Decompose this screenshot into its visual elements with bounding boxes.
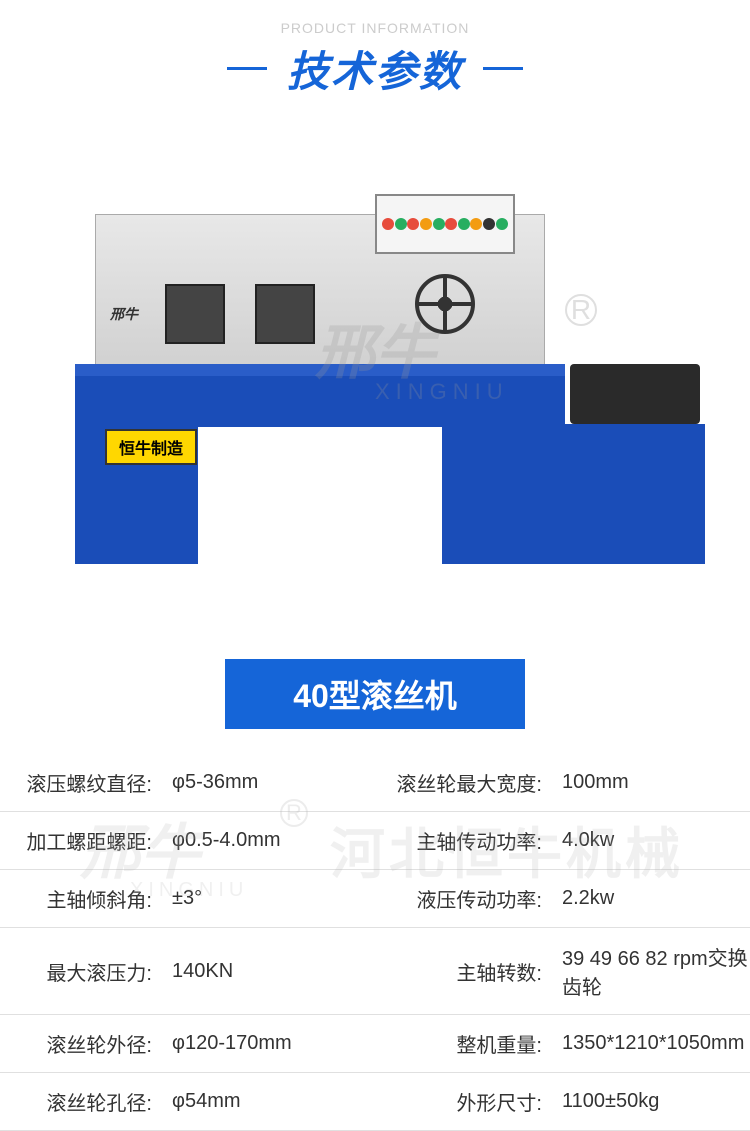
spec-label: 主轴倾斜角: xyxy=(0,884,160,913)
spec-value: ±3° xyxy=(160,884,375,913)
spec-label: 主轴传动功率: xyxy=(375,826,550,855)
spec-row: 加工螺距螺距: φ0.5-4.0mm 主轴传动功率: 4.0kw xyxy=(0,812,750,870)
spec-label: 滚丝轮最大宽度: xyxy=(375,768,550,797)
title-row: 技术参数 xyxy=(0,38,750,99)
spec-row: 最大滚压力: 140KN 主轴转数: 39 49 66 82 rpm交换齿轮 xyxy=(0,928,750,1015)
manufacturer-label: 恒牛制造 xyxy=(105,429,197,465)
page-header: PRODUCT INFORMATION 技术参数 xyxy=(0,0,750,109)
spec-row: 主轴倾斜角: ±3° 液压传动功率: 2.2kw xyxy=(0,870,750,928)
spec-label: 最大滚压力: xyxy=(0,942,160,1000)
panel-button xyxy=(496,218,508,230)
spec-label: 液压传动功率: xyxy=(375,884,550,913)
spec-label: 滚丝轮孔径: xyxy=(0,1087,160,1116)
spec-row: 滚压螺纹直径: φ5-36mm 滚丝轮最大宽度: 100mm xyxy=(0,754,750,812)
machine-base-cutout xyxy=(195,424,445,564)
hydraulic-unit xyxy=(565,424,705,564)
spec-value: 2.2kw xyxy=(550,884,750,913)
product-image-area: 邢牛 恒牛制造 邢牛 R XINGNIU xyxy=(0,119,750,629)
title-dash-left xyxy=(227,67,267,70)
panel-button xyxy=(470,218,482,230)
watermark2-registered: R xyxy=(280,799,308,827)
subtitle-english: PRODUCT INFORMATION xyxy=(0,20,750,36)
spec-value: φ120-170mm xyxy=(160,1029,375,1058)
panel-button xyxy=(407,218,419,230)
specs-table: 邢牛 R XINGNIU 河北恒牛机械 滚压螺纹直径: φ5-36mm 滚丝轮最… xyxy=(0,754,750,1131)
panel-button xyxy=(420,218,432,230)
spec-value: φ5-36mm xyxy=(160,768,375,797)
spec-value: 39 49 66 82 rpm交换齿轮 xyxy=(550,942,750,1000)
spec-label: 滚丝轮外径: xyxy=(0,1029,160,1058)
spec-label: 滚压螺纹直径: xyxy=(0,768,160,797)
machine-illustration: 邢牛 恒牛制造 邢牛 R XINGNIU xyxy=(35,164,715,584)
machine-brand-label: 邢牛 xyxy=(110,304,138,324)
panel-button xyxy=(433,218,445,230)
panel-button xyxy=(395,218,407,230)
spec-value: 140KN xyxy=(160,942,375,1000)
panel-button xyxy=(458,218,470,230)
spec-value: 100mm xyxy=(550,768,750,797)
handwheel-icon xyxy=(415,274,475,334)
spec-value: 1100±50kg xyxy=(550,1087,750,1116)
product-name-bar: 40型滚丝机 xyxy=(225,659,525,729)
control-panel xyxy=(375,194,515,254)
spec-label: 加工螺距螺距: xyxy=(0,826,160,855)
roller-unit-right xyxy=(255,284,315,344)
panel-button xyxy=(483,218,495,230)
spec-value: φ54mm xyxy=(160,1087,375,1116)
spec-row: 滚丝轮外径: φ120-170mm 整机重量: 1350*1210*1050mm xyxy=(0,1015,750,1073)
main-title: 技术参数 xyxy=(287,38,463,99)
spec-row: 滚丝轮孔径: φ54mm 外形尺寸: 1100±50kg xyxy=(0,1073,750,1131)
spec-value: 4.0kw xyxy=(550,826,750,855)
watermark-registered: R xyxy=(565,294,597,326)
spec-label: 整机重量: xyxy=(375,1029,550,1058)
spec-value: φ0.5-4.0mm xyxy=(160,826,375,855)
spec-label: 外形尺寸: xyxy=(375,1087,550,1116)
panel-button xyxy=(382,218,394,230)
hydraulic-pump-top xyxy=(570,364,700,424)
panel-button xyxy=(445,218,457,230)
title-dash-right xyxy=(483,67,523,70)
roller-unit-left xyxy=(165,284,225,344)
spec-label: 主轴转数: xyxy=(375,942,550,1000)
spec-value: 1350*1210*1050mm xyxy=(550,1029,750,1058)
